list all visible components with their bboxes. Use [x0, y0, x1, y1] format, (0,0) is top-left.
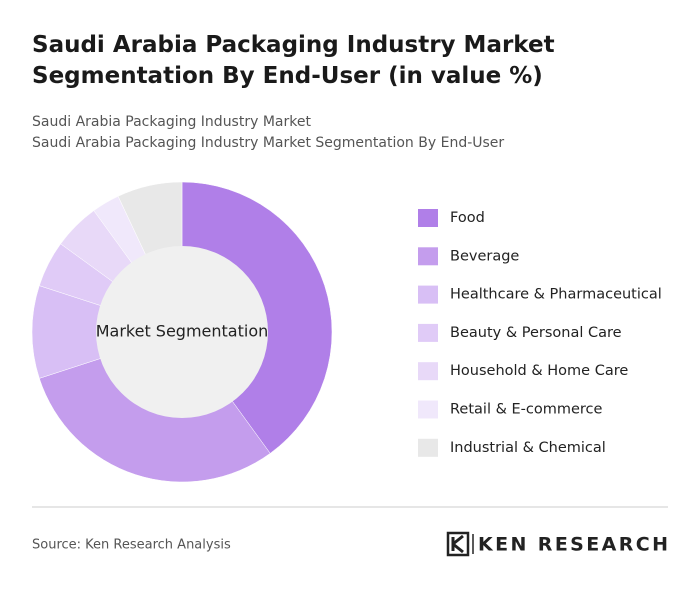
legend-swatch: [418, 285, 438, 304]
legend-label: Food: [450, 210, 485, 226]
legend-swatch: [418, 438, 438, 457]
legend-swatch: [418, 400, 438, 419]
legend-label: Industrial & Chemical: [450, 440, 606, 456]
subtitle: Saudi Arabia Packaging Industry Market: [32, 114, 311, 130]
logo-icon: [446, 531, 470, 557]
legend-label: Household & Home Care: [450, 363, 628, 379]
center-label: Market Segmentation: [96, 322, 269, 341]
legend-swatch: [418, 247, 438, 266]
legend-swatch: [418, 362, 438, 381]
donut-hole: [96, 246, 268, 418]
logo-icon: [451, 534, 464, 554]
legend-swatch: [418, 209, 438, 227]
logo: KEN RESEARCH: [446, 531, 668, 557]
legend-label: Healthcare & Pharmaceutical: [450, 287, 662, 303]
legend-swatch: [418, 323, 438, 342]
legend-label: Beverage: [450, 248, 519, 264]
logo-text: KEN RESEARCH: [478, 534, 668, 556]
legend-label: Beauty & Personal Care: [450, 325, 622, 341]
legend-label: Retail & E-commerce: [450, 402, 603, 418]
subtitle: Saudi Arabia Packaging Industry Market S…: [32, 135, 505, 151]
chart-title: Saudi Arabia Packaging Industry Market S…: [32, 32, 555, 89]
source: Source: Ken Research Analysis: [32, 538, 231, 553]
